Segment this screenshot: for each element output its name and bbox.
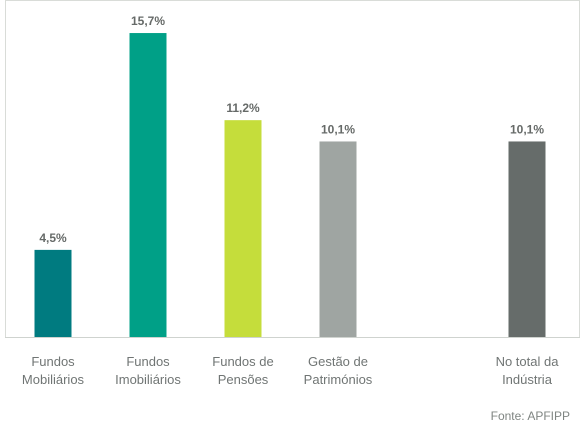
value-label-4: 10,1% [510, 122, 544, 136]
value-labels-group: 4,5% 15,7% 11,2% 10,1% 10,1% [39, 14, 544, 245]
value-label-0: 4,5% [39, 231, 67, 245]
category-label-4: No total da Indústria [496, 354, 560, 387]
chart-frame [5, 0, 580, 338]
category-labels-group: Fundos Mobiliários Fundos Imobiliários Fundo… [22, 354, 559, 387]
bar-4 [508, 141, 546, 337]
value-label-2: 11,2% [226, 101, 260, 115]
category-label-0: Fundos Mobiliários [22, 354, 85, 387]
category-label-3: Gestão de Patrimónios [304, 354, 373, 387]
bar-1 [129, 33, 167, 337]
value-label-1: 15,7% [131, 14, 165, 28]
category-label-1: Fundos Imobiliários [115, 354, 181, 387]
bar-0 [34, 249, 72, 337]
value-label-3: 10,1% [321, 122, 355, 136]
bar-2 [224, 120, 262, 337]
bars-group [34, 33, 546, 337]
source-note: Fonte: APFIPP [490, 409, 570, 423]
bar-3 [319, 141, 357, 337]
category-label-2: Fundos de Pensões [212, 354, 273, 387]
